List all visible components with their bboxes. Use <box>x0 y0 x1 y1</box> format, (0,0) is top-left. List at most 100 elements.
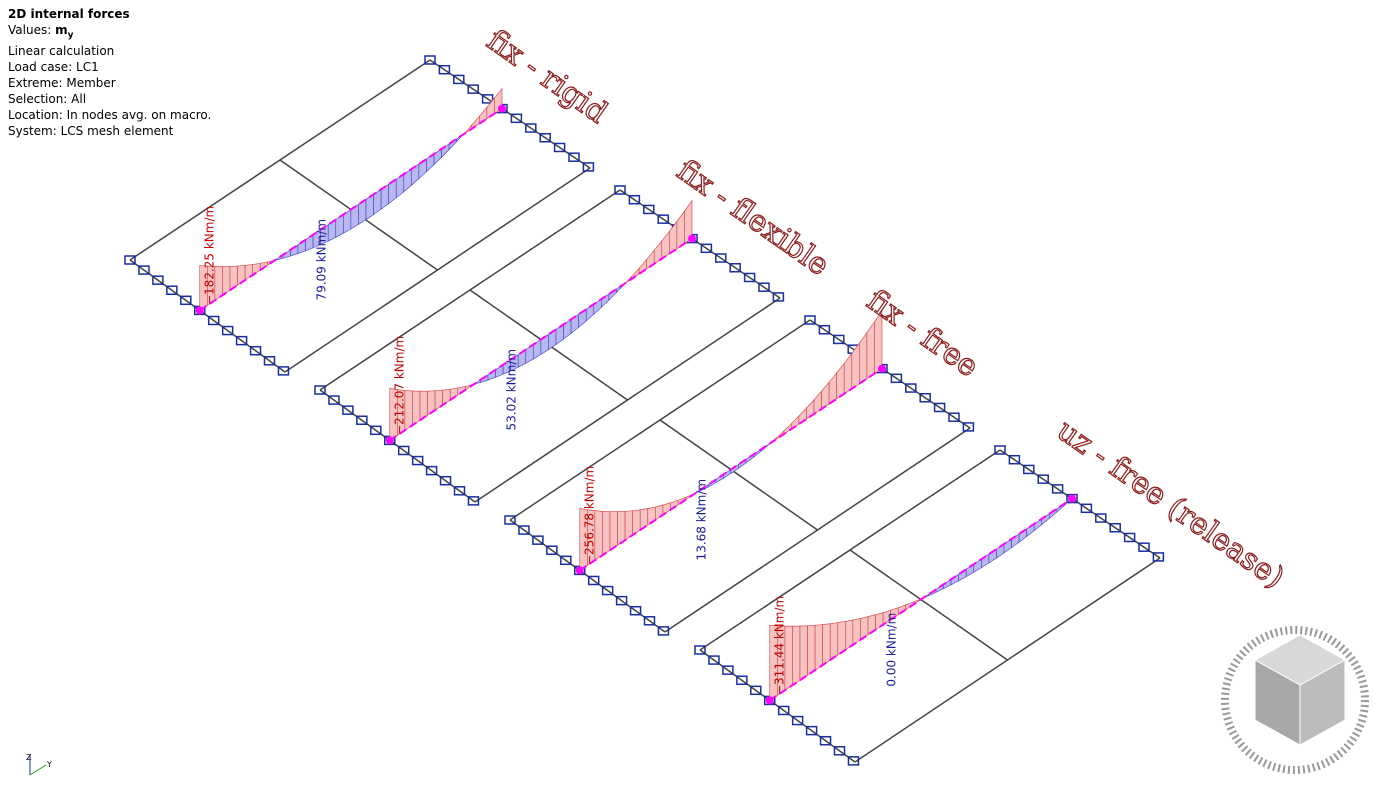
values-symbol: m <box>55 23 68 37</box>
moment-area <box>799 625 808 681</box>
panel-edge <box>129 259 286 373</box>
node <box>765 696 774 705</box>
support <box>833 746 846 756</box>
support <box>504 515 516 525</box>
support <box>615 595 628 606</box>
min-value-label: −311.44 kNm/m <box>773 596 787 695</box>
support <box>905 383 917 393</box>
moment-area <box>609 511 618 551</box>
max-value-label: 53.02 kNm/m <box>505 349 519 431</box>
support <box>708 655 720 665</box>
info-line: Load case: LC1 <box>8 60 99 75</box>
support <box>657 626 670 636</box>
moment-area <box>669 220 678 255</box>
moment-area <box>829 622 839 661</box>
support <box>560 555 572 566</box>
max-value-label: 0.00 kNm/m <box>885 613 899 687</box>
moment-area <box>875 612 884 631</box>
support <box>1123 532 1136 543</box>
moment-area <box>655 504 664 521</box>
info-panel: 2D internal forces Values: my Linear cal… <box>8 6 211 139</box>
cube-right <box>1299 659 1346 746</box>
support <box>948 412 960 422</box>
moment-area <box>305 234 314 252</box>
support <box>518 525 530 535</box>
support <box>467 496 480 506</box>
moment-area <box>365 193 374 221</box>
moment-area <box>412 390 421 426</box>
support <box>994 445 1006 455</box>
node <box>195 306 204 315</box>
support <box>743 272 756 283</box>
support <box>342 405 354 415</box>
support <box>694 645 706 655</box>
moment-area <box>851 342 860 390</box>
node <box>575 566 584 575</box>
moment-area <box>244 264 253 281</box>
panel: fix - free−256.78 kNm/m 13.68 kNm/m <box>504 282 985 636</box>
support <box>481 94 494 104</box>
support <box>736 675 748 685</box>
moment-area <box>335 213 344 238</box>
moment-area <box>222 266 231 296</box>
moment-area <box>419 390 428 421</box>
support <box>962 422 975 432</box>
support <box>467 84 479 94</box>
moment-area <box>563 318 572 340</box>
info-title: 2D internal forces <box>8 7 130 21</box>
support <box>700 243 713 254</box>
support <box>1037 474 1049 484</box>
support <box>643 204 655 215</box>
panel-edge <box>429 59 591 169</box>
support <box>933 402 946 413</box>
support <box>411 455 424 466</box>
support <box>582 162 595 172</box>
moment-area <box>676 210 685 250</box>
node <box>1068 494 1076 503</box>
panel-edge <box>999 449 1161 559</box>
support <box>777 705 790 716</box>
support <box>263 356 276 366</box>
support <box>805 725 818 736</box>
moment-area <box>859 331 868 385</box>
max-value-label: 13.68 kNm/m <box>695 479 709 561</box>
moment-area <box>973 558 982 573</box>
moment-area <box>533 338 542 360</box>
info-line: Extreme: Member <box>8 76 116 91</box>
member-axis <box>389 237 693 442</box>
info-line: Selection: All <box>8 92 87 107</box>
panel-edge <box>509 519 666 633</box>
moment-area <box>442 388 451 406</box>
member-axis <box>579 367 883 572</box>
model-label: fix - rigid <box>480 23 613 131</box>
moment-area <box>843 352 853 395</box>
support <box>919 393 931 403</box>
support <box>819 735 832 746</box>
support <box>539 133 551 143</box>
support <box>207 315 220 326</box>
moment-area <box>525 343 534 364</box>
axis-y <box>29 764 47 776</box>
support <box>1080 503 1093 514</box>
support <box>568 152 580 162</box>
support <box>235 335 248 346</box>
panel: uz - free (release)−311.44 kNm/m 0.00 kNm… <box>694 412 1291 766</box>
axis-z-label: Z <box>26 753 32 762</box>
info-line: Linear calculation <box>8 44 115 59</box>
info-line: Location: In nodes avg. on macro. <box>8 108 212 123</box>
node <box>385 436 394 445</box>
cube-ring <box>1221 626 1369 774</box>
support <box>772 292 785 302</box>
support <box>1051 484 1064 494</box>
support <box>397 445 410 456</box>
moment-area <box>821 381 830 410</box>
navigation-cube <box>1221 626 1369 774</box>
support <box>804 315 816 325</box>
support <box>532 535 544 545</box>
axis-y-label: Y <box>46 760 52 769</box>
support <box>1138 542 1150 552</box>
node <box>688 234 696 243</box>
support <box>722 665 734 675</box>
